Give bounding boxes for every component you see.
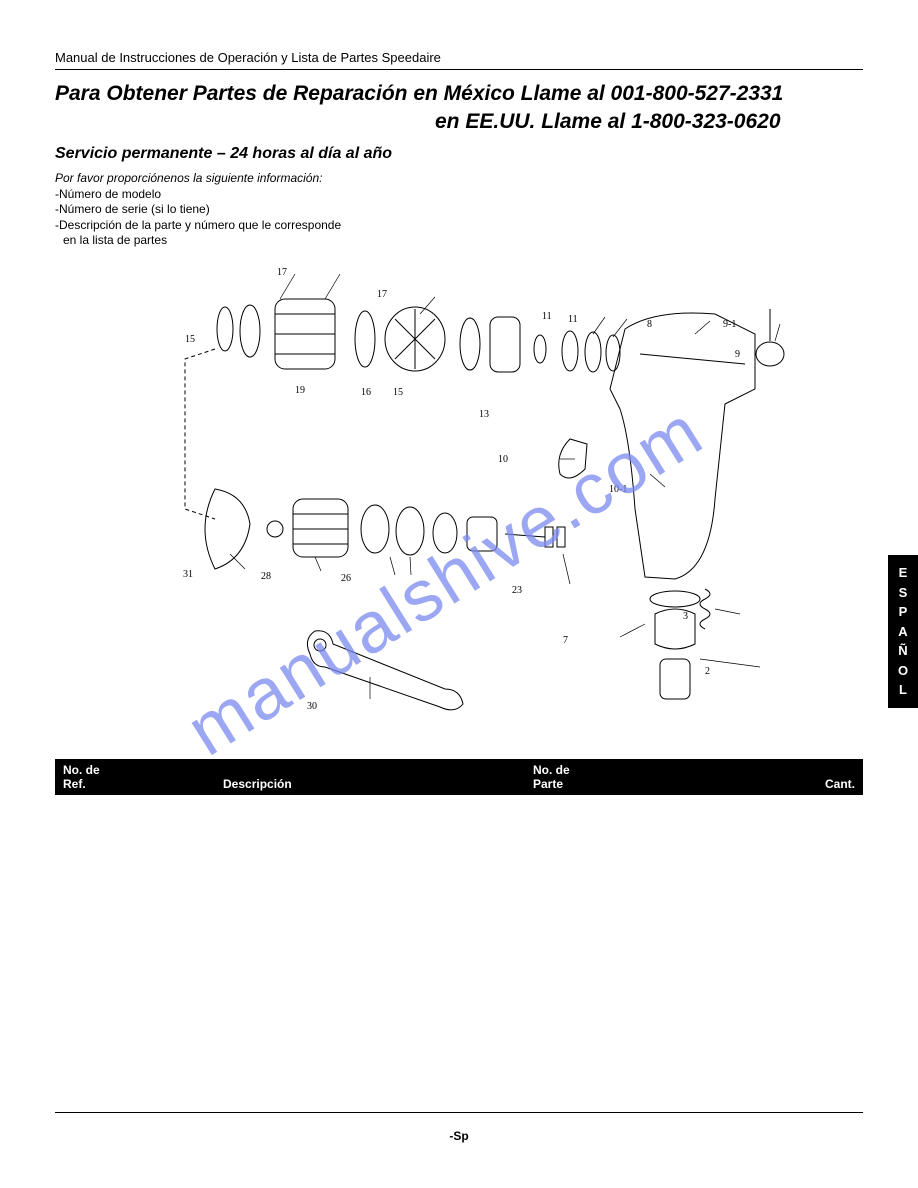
part-label: 11 xyxy=(542,311,552,322)
service-subtitle: Servicio permanente – 24 horas al día al… xyxy=(55,145,863,163)
diagram-svg xyxy=(115,259,815,739)
part-label: 26 xyxy=(341,573,351,584)
intro-sub: en la lista de partes xyxy=(55,233,863,249)
part-label: 23 xyxy=(512,585,522,596)
intro-item-0: -Número de modelo xyxy=(55,187,863,203)
part-label: 17 xyxy=(377,289,387,300)
th-ref-l2: Ref. xyxy=(63,777,86,791)
part-label: 11 xyxy=(568,314,578,325)
th-cant-label: Cant. xyxy=(825,777,855,791)
part-label: 15 xyxy=(185,334,195,345)
part-label: 8 xyxy=(647,319,652,330)
part-label: 10 xyxy=(498,454,508,465)
part-label: 19 xyxy=(295,385,305,396)
manual-header: Manual de Instrucciones de Operación y L… xyxy=(55,50,863,70)
part-label: 31 xyxy=(183,569,193,580)
part-label: 9 xyxy=(735,349,740,360)
part-label: 17 xyxy=(277,267,287,278)
intro-item-1: -Número de serie (si lo tiene) xyxy=(55,202,863,218)
parts-table-header: No. de Ref. Descripción No. de Parte Can… xyxy=(55,759,863,795)
page-number: -Sp xyxy=(0,1129,918,1143)
part-label: 2 xyxy=(705,666,710,677)
part-label: 13 xyxy=(479,409,489,420)
tab-letter: P xyxy=(888,602,918,622)
tab-letter: A xyxy=(888,622,918,642)
tab-letter: E xyxy=(888,563,918,583)
title-line2: en EE.UU. Llame al 1-800-323-0620 xyxy=(55,108,863,136)
part-label: 28 xyxy=(261,571,271,582)
tab-letter: Ñ xyxy=(888,641,918,661)
th-ref-l1: No. de xyxy=(63,763,100,777)
footer-rule xyxy=(55,1112,863,1113)
th-desc: Descripción xyxy=(223,763,533,791)
th-parte: No. de Parte xyxy=(533,763,803,791)
th-parte-l1: No. de xyxy=(533,763,570,777)
part-label: 9-1 xyxy=(723,319,736,330)
page-title: Para Obtener Partes de Reparación en Méx… xyxy=(55,80,863,137)
tab-letter: L xyxy=(888,680,918,700)
part-label: 16 xyxy=(361,387,371,398)
language-tab: E S P A Ñ O L xyxy=(888,555,918,708)
th-desc-label: Descripción xyxy=(223,777,292,791)
part-label: 10-1 xyxy=(609,484,627,495)
part-label: 7 xyxy=(563,635,568,646)
th-ref: No. de Ref. xyxy=(63,763,223,791)
tab-letter: O xyxy=(888,661,918,681)
th-parte-l2: Parte xyxy=(533,777,563,791)
tab-letter: S xyxy=(888,583,918,603)
intro-item-2: -Descripción de la parte y número que le… xyxy=(55,218,863,234)
title-line1: Para Obtener Partes de Reparación en Méx… xyxy=(55,82,783,105)
part-label: 30 xyxy=(307,701,317,712)
exploded-diagram: 17 17 15 19 16 15 13 11 11 8 9-1 9 10 10… xyxy=(55,259,863,749)
part-label: 3 xyxy=(683,611,688,622)
intro-lead: Por favor proporciónenos la siguiente in… xyxy=(55,171,863,185)
part-label: 15 xyxy=(393,387,403,398)
th-cant: Cant. xyxy=(803,763,855,791)
